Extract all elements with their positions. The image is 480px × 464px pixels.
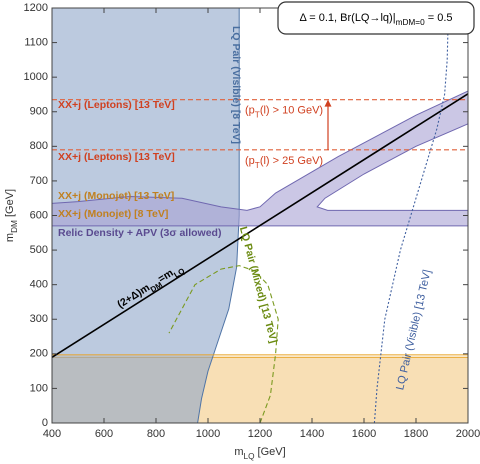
text-part: Δ = 0.1, Br(LQ→lq)| xyxy=(299,12,395,24)
text-part: T xyxy=(255,110,260,119)
series-label: XX+j (Leptons) [13 TeV] xyxy=(58,99,175,111)
text-part: = 0.5 xyxy=(425,12,453,24)
text-part: (l) > 10 GeV) xyxy=(260,105,323,117)
y-tick-label: 1100 xyxy=(24,36,48,48)
text-part: LQ xyxy=(243,452,255,461)
text-part: DM xyxy=(10,220,19,233)
x-tick-label: 1400 xyxy=(300,428,324,440)
y-axis-label: mDM [GeV] xyxy=(4,189,19,242)
curve xyxy=(168,265,279,424)
text-part: T xyxy=(255,160,260,169)
series-label: XX+j (Monojet) [8 TeV] xyxy=(58,208,168,220)
title-box xyxy=(277,1,475,35)
annotation: (pT(l) > 10 GeV) xyxy=(245,105,323,120)
series-label: XX+j (Leptons) [13 TeV] xyxy=(58,151,175,163)
text-part: [GeV] xyxy=(4,189,16,220)
y-tick-label: 400 xyxy=(30,279,48,291)
y-tick-label: 1000 xyxy=(24,71,48,83)
annotation: (pT(l) > 25 GeV) xyxy=(245,155,323,170)
series-label: LQ Pair (Visible) [8 TeV] xyxy=(230,26,242,144)
y-tick-label: 0 xyxy=(42,417,48,429)
y-tick-label: 700 xyxy=(30,175,48,187)
x-tick-label: 600 xyxy=(95,428,113,440)
text-part: mDM=0 xyxy=(396,18,426,27)
y-tick-label: 300 xyxy=(30,313,48,325)
y-tick-label: 800 xyxy=(30,140,48,152)
text-part: (p xyxy=(245,105,255,117)
x-tick-label: 2000 xyxy=(456,428,480,440)
x-tick-label: 1600 xyxy=(352,428,376,440)
text-part: [GeV] xyxy=(255,446,286,458)
curve xyxy=(51,93,469,358)
y-tick-label: 900 xyxy=(30,106,48,118)
series-label: XX+j (Monojet) [13 TeV] xyxy=(58,190,174,202)
arrow-head xyxy=(324,99,332,107)
y-tick-label: 1200 xyxy=(24,2,48,14)
text-part: (p xyxy=(245,155,255,167)
series-label: Relic Density + APV (3σ allowed) xyxy=(58,227,221,239)
x-tick-label: 400 xyxy=(43,428,61,440)
x-tick-label: 1200 xyxy=(248,428,272,440)
y-tick-label: 500 xyxy=(30,244,48,256)
curve xyxy=(373,7,450,424)
x-axis-label: mLQ [GeV] xyxy=(234,446,285,461)
x-tick-label: 800 xyxy=(147,428,165,440)
text-part: m xyxy=(4,233,16,242)
y-tick-label: 100 xyxy=(30,382,48,394)
text-part: m xyxy=(234,446,243,458)
text-part: (l) > 25 GeV) xyxy=(260,155,323,167)
chart-title: Δ = 0.1, Br(LQ→lq)|mDM=0 = 0.5 xyxy=(299,12,452,27)
x-tick-label: 1000 xyxy=(196,428,220,440)
y-tick-label: 600 xyxy=(30,209,48,221)
y-tick-label: 200 xyxy=(30,348,48,360)
x-tick-label: 1800 xyxy=(404,428,428,440)
